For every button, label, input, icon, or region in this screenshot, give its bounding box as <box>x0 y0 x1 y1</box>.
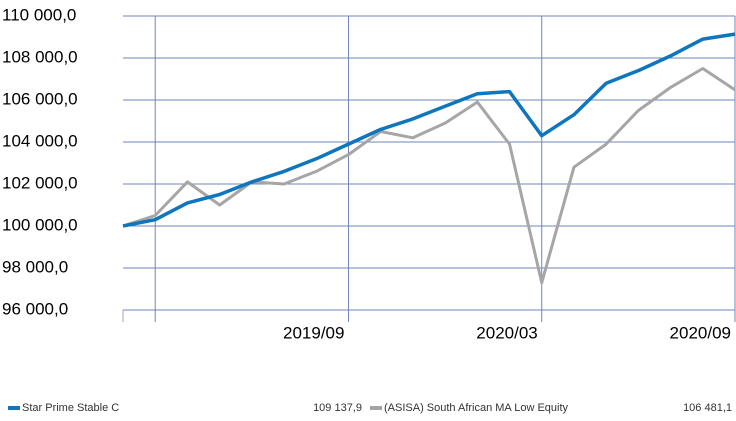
legend-swatch <box>8 406 20 410</box>
series-line <box>122 32 736 228</box>
x-tick-label: 2020/03 <box>476 323 537 342</box>
y-tick-label: 110 000,0 <box>2 5 76 24</box>
y-tick-label: 108 000,0 <box>2 47 78 66</box>
x-tick-label: 2019/09 <box>283 323 344 342</box>
y-tick-label: 104 000,0 <box>2 131 78 150</box>
legend-value: 109 137,9 <box>313 402 362 414</box>
y-tick-label: 96 000,0 <box>2 299 68 318</box>
legend-label: Star Prime Stable C <box>22 402 119 414</box>
y-tick-label: 100 000,0 <box>2 215 78 234</box>
y-tick-label: 102 000,0 <box>2 173 78 192</box>
x-tick-label: 2020/09 <box>670 323 731 342</box>
y-tick-label: 106 000,0 <box>2 89 78 108</box>
series-line <box>122 67 736 285</box>
legend-label: (ASISA) South African MA Low Equity <box>384 402 569 414</box>
y-tick-label: 98 000,0 <box>2 257 68 276</box>
legend-value: 106 481,1 <box>683 402 732 414</box>
legend-swatch <box>370 406 382 410</box>
